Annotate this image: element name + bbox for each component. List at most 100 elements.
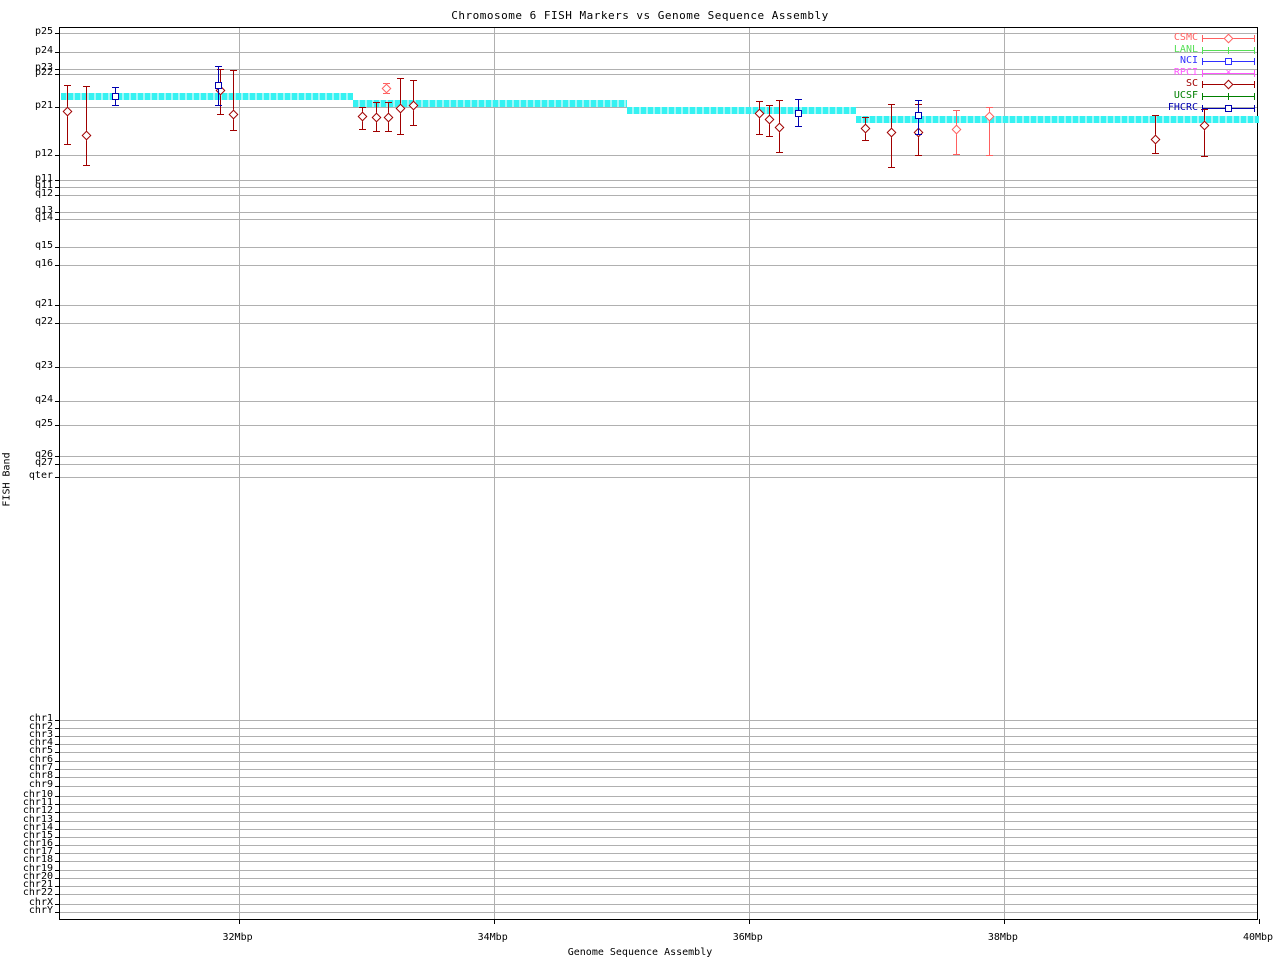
grid-line-horizontal xyxy=(60,853,1257,854)
grid-line-horizontal xyxy=(60,265,1257,266)
error-bar-cap xyxy=(756,101,763,102)
y-axis-tick xyxy=(55,107,60,108)
error-bar-cap xyxy=(359,129,366,130)
grid-line-horizontal xyxy=(60,367,1257,368)
y-axis-tick-label: chr11 xyxy=(22,797,53,808)
grid-line-vertical xyxy=(493,28,495,919)
grid-line-horizontal xyxy=(60,870,1257,871)
y-axis-tick-label: chr2 xyxy=(28,721,53,732)
grid-line-horizontal xyxy=(60,155,1257,156)
legend: CSMC LANL NCI RPCI × SC UCSF FHCRC xyxy=(1138,32,1258,115)
y-axis-tick-label: chrY xyxy=(28,905,53,916)
y-axis-tick-label: q13 xyxy=(34,205,53,216)
y-axis-tick-label: chr6 xyxy=(28,754,53,765)
legend-symbol-square xyxy=(1225,104,1232,112)
y-axis-tick-label: p24 xyxy=(34,45,53,56)
marker-diamond xyxy=(1150,134,1161,145)
grid-line-horizontal xyxy=(60,845,1257,846)
y-axis-tick xyxy=(55,736,60,737)
legend-cap xyxy=(1254,81,1255,89)
legend-label: CSMC xyxy=(1173,32,1198,43)
legend-item-ucsf[interactable]: UCSF xyxy=(1138,90,1258,103)
grid-line-horizontal xyxy=(60,33,1257,34)
x-axis-tick-label: 40Mbp xyxy=(1242,932,1274,943)
grid-line-horizontal xyxy=(60,247,1257,248)
y-axis-tick-label: qter xyxy=(28,470,53,481)
marker-diamond xyxy=(371,112,382,123)
error-bar-cap xyxy=(795,126,802,127)
error-bar-cap xyxy=(397,134,404,135)
y-axis-tick-label: chr20 xyxy=(22,871,53,882)
y-axis-tick xyxy=(55,837,60,838)
marker-square xyxy=(215,82,222,89)
y-axis-tick-label: chr13 xyxy=(22,814,53,825)
legend-item-csmc[interactable]: CSMC xyxy=(1138,32,1258,45)
y-axis-tick-label: chr8 xyxy=(28,770,53,781)
y-axis-tick xyxy=(55,33,60,34)
y-axis-tick xyxy=(55,456,60,457)
x-axis-tick-label: 38Mbp xyxy=(987,932,1018,943)
y-axis-tick xyxy=(55,212,60,213)
error-bar-cap xyxy=(915,134,922,135)
legend-cap xyxy=(1202,35,1203,42)
legend-cap xyxy=(1202,92,1203,100)
legend-cap xyxy=(1254,46,1255,54)
y-axis-tick-label: q25 xyxy=(34,418,53,429)
y-axis-tick-label: q22 xyxy=(34,316,53,327)
error-bar-cap xyxy=(217,69,224,70)
error-bar-cap xyxy=(230,70,237,71)
marker-diamond xyxy=(886,127,897,138)
y-axis-tick xyxy=(55,894,60,895)
y-axis-tick-label: chr1 xyxy=(28,713,53,724)
legend-symbol-diamond xyxy=(1223,79,1234,90)
legend-item-lanl[interactable]: LANL xyxy=(1138,44,1258,57)
y-axis-tick xyxy=(55,180,60,181)
error-bar-cap xyxy=(888,167,895,168)
error-bar xyxy=(1204,109,1205,156)
y-axis-tick-label: q27 xyxy=(34,457,53,468)
y-axis-tick-label: q23 xyxy=(34,360,53,371)
y-axis-tick xyxy=(55,829,60,830)
legend-cap xyxy=(1254,69,1255,77)
grid-line-horizontal xyxy=(60,69,1257,70)
y-axis-tick xyxy=(55,477,60,478)
error-bar-cap xyxy=(915,100,922,101)
error-bar xyxy=(86,86,87,165)
error-bar-cap xyxy=(756,134,763,135)
marker-diamond xyxy=(774,122,785,133)
y-axis-tick xyxy=(55,804,60,805)
legend-item-rpci[interactable]: RPCI × xyxy=(1138,67,1258,80)
marker-diamond xyxy=(81,130,92,141)
y-axis-tick xyxy=(55,52,60,53)
y-axis-tick xyxy=(55,761,60,762)
grid-line-horizontal xyxy=(60,786,1257,787)
grid-line-vertical xyxy=(748,28,750,919)
y-axis-tick xyxy=(55,853,60,854)
assembly-band-segment xyxy=(353,100,627,107)
legend-item-nci[interactable]: NCI xyxy=(1138,55,1258,68)
grid-line-horizontal xyxy=(60,212,1257,213)
error-bar-cap xyxy=(1201,156,1208,157)
legend-cap xyxy=(1202,104,1203,112)
assembly-band-segment xyxy=(61,93,353,100)
grid-line-horizontal xyxy=(60,796,1257,797)
y-axis-tick xyxy=(55,744,60,745)
grid-line-horizontal xyxy=(60,812,1257,813)
error-bar-cap xyxy=(986,155,993,156)
assembly-band-segment xyxy=(627,107,856,114)
grid-line-horizontal xyxy=(60,804,1257,805)
legend-item-sc[interactable]: SC xyxy=(1138,78,1258,91)
y-axis-tick xyxy=(55,69,60,70)
error-bar xyxy=(1155,115,1156,153)
grid-line-horizontal xyxy=(60,305,1257,306)
grid-line-horizontal xyxy=(60,761,1257,762)
legend-item-fhcrc[interactable]: FHCRC xyxy=(1138,102,1258,115)
y-axis-tick xyxy=(55,845,60,846)
y-axis-tick-label: q26 xyxy=(34,449,53,460)
x-axis-title: Genome Sequence Assembly xyxy=(567,947,713,958)
legend-cap xyxy=(1202,46,1203,54)
grid-line-horizontal xyxy=(60,52,1257,53)
x-axis-tick xyxy=(748,919,750,924)
y-axis-tick xyxy=(55,247,60,248)
plot-area xyxy=(55,27,1260,924)
